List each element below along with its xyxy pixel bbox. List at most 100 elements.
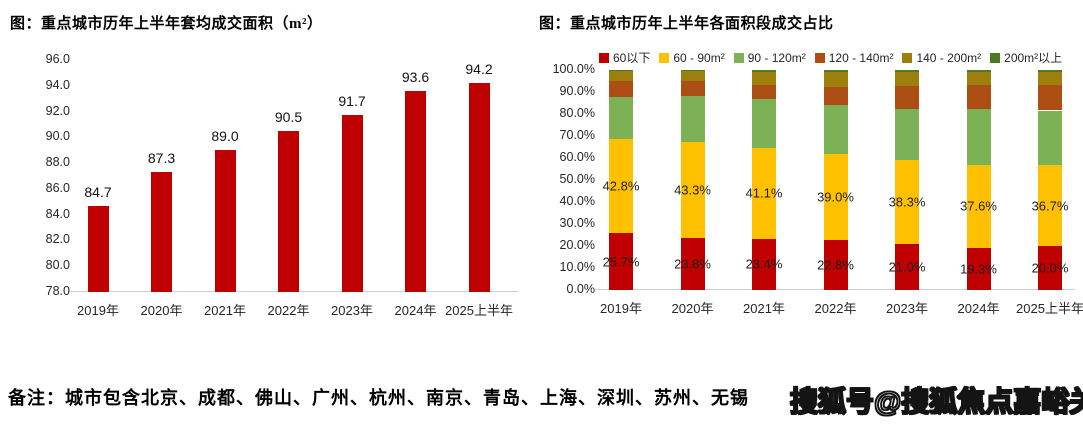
segment-value-label: 20.0% — [1031, 260, 1069, 276]
segment-value-label: 19.3% — [960, 261, 997, 277]
segment-value-label: 23.8% — [674, 256, 711, 272]
legend-label: 60以下 — [613, 51, 651, 65]
y-axis-tick-label: 50.0% — [559, 172, 595, 186]
segment-value-label: 36.7% — [1031, 198, 1069, 214]
bar-value-label: 93.6 — [401, 68, 430, 85]
legend-item: 200m²以上 — [990, 49, 1062, 66]
legend-swatch-icon — [659, 52, 670, 63]
segment-2025上半年-4 — [1038, 72, 1062, 86]
legend-swatch-icon — [814, 52, 825, 63]
legend-item: 120 - 140m² — [814, 50, 894, 65]
segment-2019年-3 — [609, 81, 633, 97]
x-axis-label: 2022年 — [267, 303, 310, 318]
segment-2019年-2 — [609, 96, 633, 140]
segment-2025上半年-2 — [1038, 110, 1062, 166]
segment-2019年-1 — [609, 139, 633, 234]
segment-2025上半年-1 — [1038, 165, 1062, 246]
segment-2023年-5 — [895, 70, 919, 72]
x-axis-label: 2019年 — [600, 301, 642, 316]
y-axis-tick-label: 92.0 — [45, 103, 70, 118]
segment-2019年-0 — [609, 233, 633, 290]
x-axis-label: 2025上半年 — [445, 303, 513, 318]
y-axis-tick-label: 30.0% — [559, 216, 595, 230]
avg-area-bar-chart: 图：重点城市历年上半年套均成交面积（m²） 84.7 2019年 87.3 2020年… — [8, 8, 532, 338]
segment-value-label: 37.6% — [960, 198, 997, 214]
bar-value-label: 90.5 — [274, 108, 303, 125]
legend-item: 60 - 90m² — [659, 50, 725, 65]
segment-2021年-4 — [752, 72, 776, 86]
y-axis-tick-label: 40.0% — [559, 194, 595, 208]
x-axis-label: 2020年 — [140, 303, 183, 318]
y-axis-tick-label: 78.0 — [45, 284, 70, 298]
segment-2020年-5 — [680, 70, 705, 72]
bar-2025上半年 — [468, 83, 490, 292]
segment-2024年-4 — [966, 71, 991, 86]
y-axis-tick-label: 94.0 — [45, 77, 70, 92]
segment-2022年-2 — [823, 105, 848, 155]
legend-label: 60 - 90m² — [673, 50, 725, 65]
segment-2022年-0 — [823, 239, 848, 290]
segment-2021年-0 — [752, 238, 776, 290]
legend: 60以下 60 - 90m² 90 - 120m² 120 - 140m² 140 - … — [599, 49, 1071, 66]
bar-2020年 — [151, 172, 172, 292]
segment-2023年-4 — [895, 71, 919, 86]
segment-2023年-1 — [895, 159, 919, 244]
legend-label: 90 - 120m² — [747, 50, 806, 65]
x-axis-label: 2021年 — [204, 303, 246, 318]
y-axis-tick-label: 90.0 — [45, 129, 70, 144]
segment-2023年-2 — [895, 109, 919, 160]
bar-value-label: 94.2 — [465, 61, 493, 78]
y-axis-tick-label: 100.0% — [552, 62, 595, 76]
bar-value-label: 91.7 — [338, 93, 366, 110]
segment-2024年-2 — [966, 108, 991, 165]
segment-2021年-5 — [752, 70, 776, 73]
x-axis-label: 2021年 — [743, 301, 785, 316]
segment-2025上半年-3 — [1038, 85, 1062, 111]
y-axis-tick-label: 90.0% — [559, 84, 595, 98]
segment-2023年-3 — [895, 85, 919, 110]
x-axis-label: 2023年 — [886, 301, 928, 316]
bar-value-label: 89.0 — [211, 128, 239, 145]
segment-2020年-2 — [680, 95, 705, 143]
segment-value-label: 21.0% — [888, 259, 926, 275]
bar-2021年 — [214, 150, 236, 292]
y-axis-tick-label: 10.0% — [559, 260, 595, 274]
bar-value-label: 84.7 — [84, 183, 112, 200]
right-chart-plot: 25.7% 42.8% 2019年 23.8% 43.3% 2020年 23.4% 41.1%… — [595, 70, 1083, 316]
segment-value-label: 41.1% — [745, 185, 783, 201]
legend-swatch-icon — [990, 52, 1001, 63]
segment-2022年-4 — [823, 72, 848, 88]
legend-swatch-icon — [599, 52, 609, 63]
x-axis-label: 2020年 — [671, 301, 714, 316]
segment-2024年-5 — [966, 70, 991, 72]
y-axis-tick-label: 88.0 — [45, 155, 70, 170]
bar-2024年 — [405, 90, 426, 292]
segment-value-label: 22.8% — [817, 257, 854, 273]
legend-item: 90 - 120m² — [733, 50, 806, 65]
segment-2020年-0 — [680, 237, 705, 290]
segment-value-label: 25.7% — [602, 254, 640, 270]
segment-value-label: 42.8% — [602, 178, 640, 194]
legend-item: 60以下 — [599, 49, 650, 66]
left-chart-plot: 84.7 2019年 87.3 2020年 89.0 2021年 90.5 2022年 91.7… — [70, 60, 518, 318]
segment-2022年-3 — [823, 87, 848, 106]
segment-2022年-1 — [823, 154, 848, 240]
x-axis-label: 2022年 — [814, 301, 857, 316]
segment-2021年-2 — [752, 98, 776, 149]
y-axis-tick-label: 80.0% — [559, 106, 595, 120]
segment-2020年-3 — [680, 80, 705, 96]
segment-2025上半年-0 — [1038, 246, 1062, 290]
legend-label: 120 - 140m² — [828, 50, 894, 65]
y-axis-tick-label: 0.0% — [566, 282, 596, 296]
bar-2019年 — [87, 205, 109, 292]
segment-2021年-3 — [752, 85, 776, 99]
x-axis-label: 2025上半年 — [1016, 301, 1083, 316]
y-axis-tick-label: 86.0 — [45, 180, 70, 195]
y-axis-tick-label: 20.0% — [559, 238, 595, 252]
segment-2019年-4 — [609, 71, 633, 82]
y-axis-tick-label: 96.0 — [45, 52, 70, 66]
x-axis-label: 2019年 — [77, 303, 119, 318]
bar-2022年 — [278, 130, 299, 292]
left-chart-title: 图：重点城市历年上半年套均成交面积（m²） — [10, 16, 323, 32]
